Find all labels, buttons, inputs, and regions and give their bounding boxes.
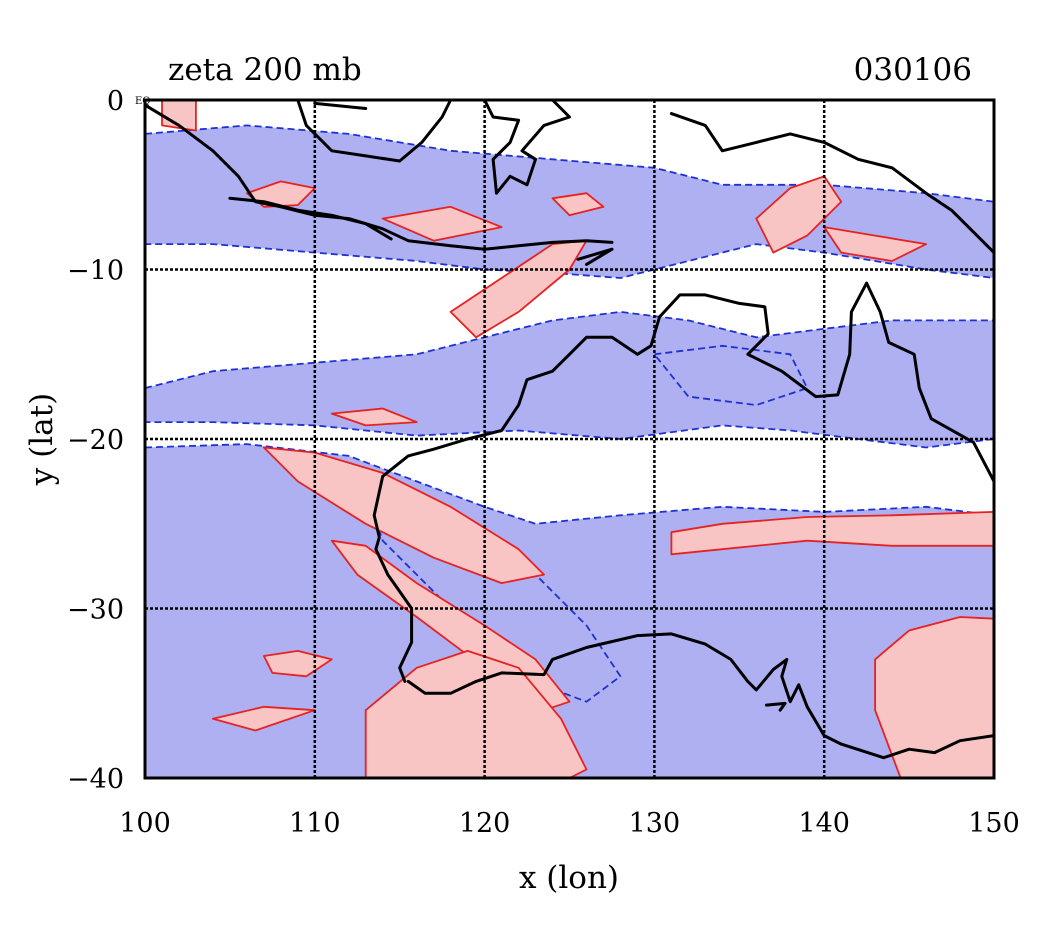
y-axis-label: y (lat) (24, 393, 60, 486)
coastline-4 (669, 112, 994, 255)
positive-vorticity-region-16 (381, 205, 503, 242)
positive-vorticity-region-17 (551, 192, 605, 217)
date-label: 030106 (854, 52, 972, 88)
positive-vorticity-region-10 (449, 239, 588, 339)
y-tick-label-10: −10 (67, 256, 124, 287)
y-tick-label-20: −20 (67, 425, 124, 456)
x-axis-label: x (lon) (519, 860, 619, 896)
chart-title: zeta 200 mb (168, 52, 362, 88)
x-tick-label-140: 140 (798, 808, 850, 839)
negative-vorticity-region-4 (653, 344, 809, 407)
coastline-5 (576, 247, 614, 266)
coastline-9 (765, 701, 787, 712)
y-tick-label-0: 0 (107, 86, 124, 117)
vorticity-fill-layer (145, 100, 994, 778)
coastline-2 (296, 100, 453, 163)
positive-vorticity-region-9 (874, 616, 994, 778)
tick-label-layer: 100 110 120 130 140 150 0 −10 −20 −30 −40 (67, 86, 1020, 839)
positive-vorticity-region-5 (262, 446, 545, 584)
positive-vorticity-region-8 (670, 510, 994, 556)
coastline-3 (483, 100, 571, 195)
grid-layer (145, 100, 994, 778)
x-tick-label-100: 100 (119, 808, 171, 839)
x-tick-label-110: 110 (289, 808, 341, 839)
y-tick-label-40: −40 (67, 764, 124, 795)
coastline-7 (372, 281, 994, 683)
positive-vorticity-region-18 (823, 226, 927, 262)
x-tick-label-150: 150 (968, 808, 1020, 839)
plot-frame (143, 98, 996, 780)
coastline-6 (313, 101, 368, 110)
y-tick-label-30: −30 (67, 595, 124, 626)
positive-vorticity-region-19 (330, 407, 418, 427)
x-tick-label-130: 130 (629, 808, 681, 839)
equator-label: EQ (135, 96, 151, 107)
x-tick-label-120: 120 (459, 808, 511, 839)
positive-vorticity-region-11 (755, 175, 843, 254)
positive-vorticity-region-7 (364, 650, 588, 778)
coastline-8 (406, 632, 994, 760)
